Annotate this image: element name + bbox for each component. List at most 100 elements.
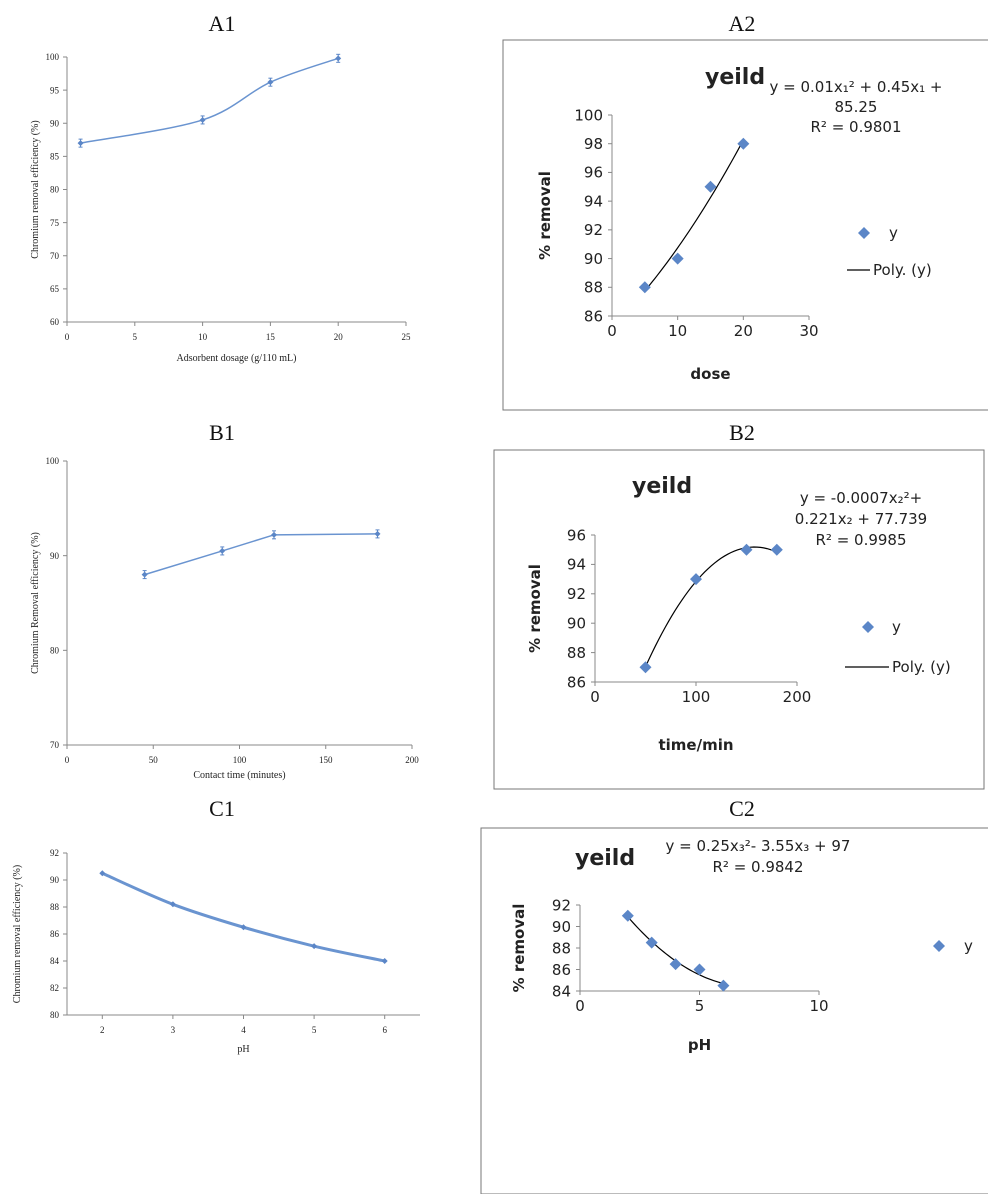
y-tick-label: 92 [552,896,571,914]
trendline [644,139,744,292]
chart-a2: 86 88 90 92 94 96 98 100 0 10 20 30 dose % removal yei… [502,39,988,411]
chart-a1: 60 65 70 75 80 85 90 95 100 0 5 10 15 20 25 Adsorbent d… [30,52,411,364]
data-point [374,530,381,537]
data-point [770,543,783,556]
panel-label-b2: B2 [729,420,755,445]
y-tick-label: 88 [50,902,60,912]
x-tick-label: 15 [266,332,276,342]
panel-label-a2: A2 [729,11,756,36]
y-tick-label: 88 [567,644,586,662]
data-point [717,979,730,992]
y-tick-label: 84 [50,956,60,966]
x-tick-label: 25 [402,332,412,342]
x-tick-label: 10 [198,332,208,342]
y-tick-label: 86 [584,307,603,325]
y-tick-label: 92 [584,221,603,239]
y-tick-label: 80 [50,1010,60,1020]
y-tick-label: 94 [567,556,586,574]
x-tick-label: 0 [607,322,617,340]
y-axis-label: % removal [510,904,528,993]
x-tick-label: 3 [171,1025,176,1035]
data-point [638,281,651,294]
y-tick-label: 90 [584,250,603,268]
trendline-equation: y = 0.01x₁² + 0.45x₁ + [769,78,942,96]
y-tick-label: 94 [584,192,603,210]
y-tick-label: 90 [50,118,60,128]
chart-c2: 84 86 88 90 92 0 5 10 pH % removal yeild y = 0.25x₃… [480,827,988,1194]
trendline-equation: R² = 0.9985 [815,531,906,549]
data-point [311,943,318,950]
trendline-equation: R² = 0.9801 [810,118,901,136]
data-point [267,79,274,86]
y-tick-label: 88 [552,939,571,957]
x-tick-label: 20 [334,332,344,342]
chart-title: yeild [705,65,765,90]
chart-c1: 80 82 84 86 88 90 92 2 3 4 5 6 pH Chromium removal ef… [12,848,420,1055]
chart-frame [480,827,988,1194]
y-tick-label: 65 [50,284,60,294]
x-axis-label: pH [688,1036,711,1054]
legend-label: y [964,937,973,955]
x-axis-label: Contact time (minutes) [193,770,285,781]
data-point [740,543,753,556]
legend-marker [933,940,945,952]
legend-trendline-label: Poly. (y) [892,658,951,676]
data-point [690,573,702,586]
chart-title: yeild [632,474,692,499]
legend-label: y [889,224,898,242]
data-point [77,140,84,147]
data-point [199,116,206,123]
x-tick-label: 30 [799,322,818,340]
data-point [639,661,652,674]
data-point [693,963,706,976]
x-tick-label: 0 [575,997,585,1015]
data-point [737,137,750,150]
chart-b1: 70 80 90 100 0 50 100 150 200 Contact time (minut… [30,456,419,781]
data-point [141,571,148,578]
y-tick-label: 100 [574,106,603,124]
data-point [240,924,247,931]
x-tick-label: 0 [590,688,600,706]
panel-label-b1: B1 [209,420,235,445]
trendline-equation: y = -0.0007x₂²+ [800,489,922,507]
x-axis-label: dose [690,365,730,383]
data-point [219,547,226,554]
x-tick-label: 200 [783,688,812,706]
x-tick-label: 5 [312,1025,317,1035]
trendline-equation: y = 0.25x₃²- 3.55x₃ + 97 [666,837,851,855]
y-axis-label: Chromium Removal efficiency (%) [30,532,41,674]
x-tick-label: 20 [734,322,753,340]
y-tick-label: 86 [552,961,571,979]
data-point [671,252,684,265]
x-tick-label: 200 [405,755,419,765]
panel-label-c1: C1 [209,796,235,821]
trendline-equation: R² = 0.9842 [712,858,803,876]
data-point [381,958,388,964]
y-axis-label: Chromium removal efficiency (%) [30,120,41,258]
trendline [644,546,778,667]
x-tick-label: 10 [668,322,687,340]
x-tick-label: 100 [682,688,711,706]
y-tick-label: 90 [50,551,60,561]
data-point [669,958,682,971]
y-tick-label: 100 [46,52,60,62]
y-tick-label: 88 [584,279,603,297]
y-tick-label: 60 [50,317,60,327]
x-tick-label: 0 [65,332,70,342]
data-point [645,936,658,949]
x-tick-label: 100 [233,755,247,765]
y-tick-label: 95 [50,85,60,95]
y-tick-label: 96 [567,526,586,544]
x-axis-label: Adsorbent dosage (g/110 mL) [177,353,297,364]
x-tick-label: 6 [382,1025,387,1035]
chart-b2: 86 88 90 92 94 96 0 100 200 time/min % removal yeil… [493,449,985,790]
series-line [101,871,386,963]
x-tick-label: 0 [65,755,70,765]
y-tick-label: 96 [584,164,603,182]
y-tick-label: 92 [567,585,586,603]
data-point [271,531,277,538]
y-axis-label: % removal [526,564,544,653]
legend-marker [862,621,874,633]
x-tick-label: 150 [319,755,333,765]
